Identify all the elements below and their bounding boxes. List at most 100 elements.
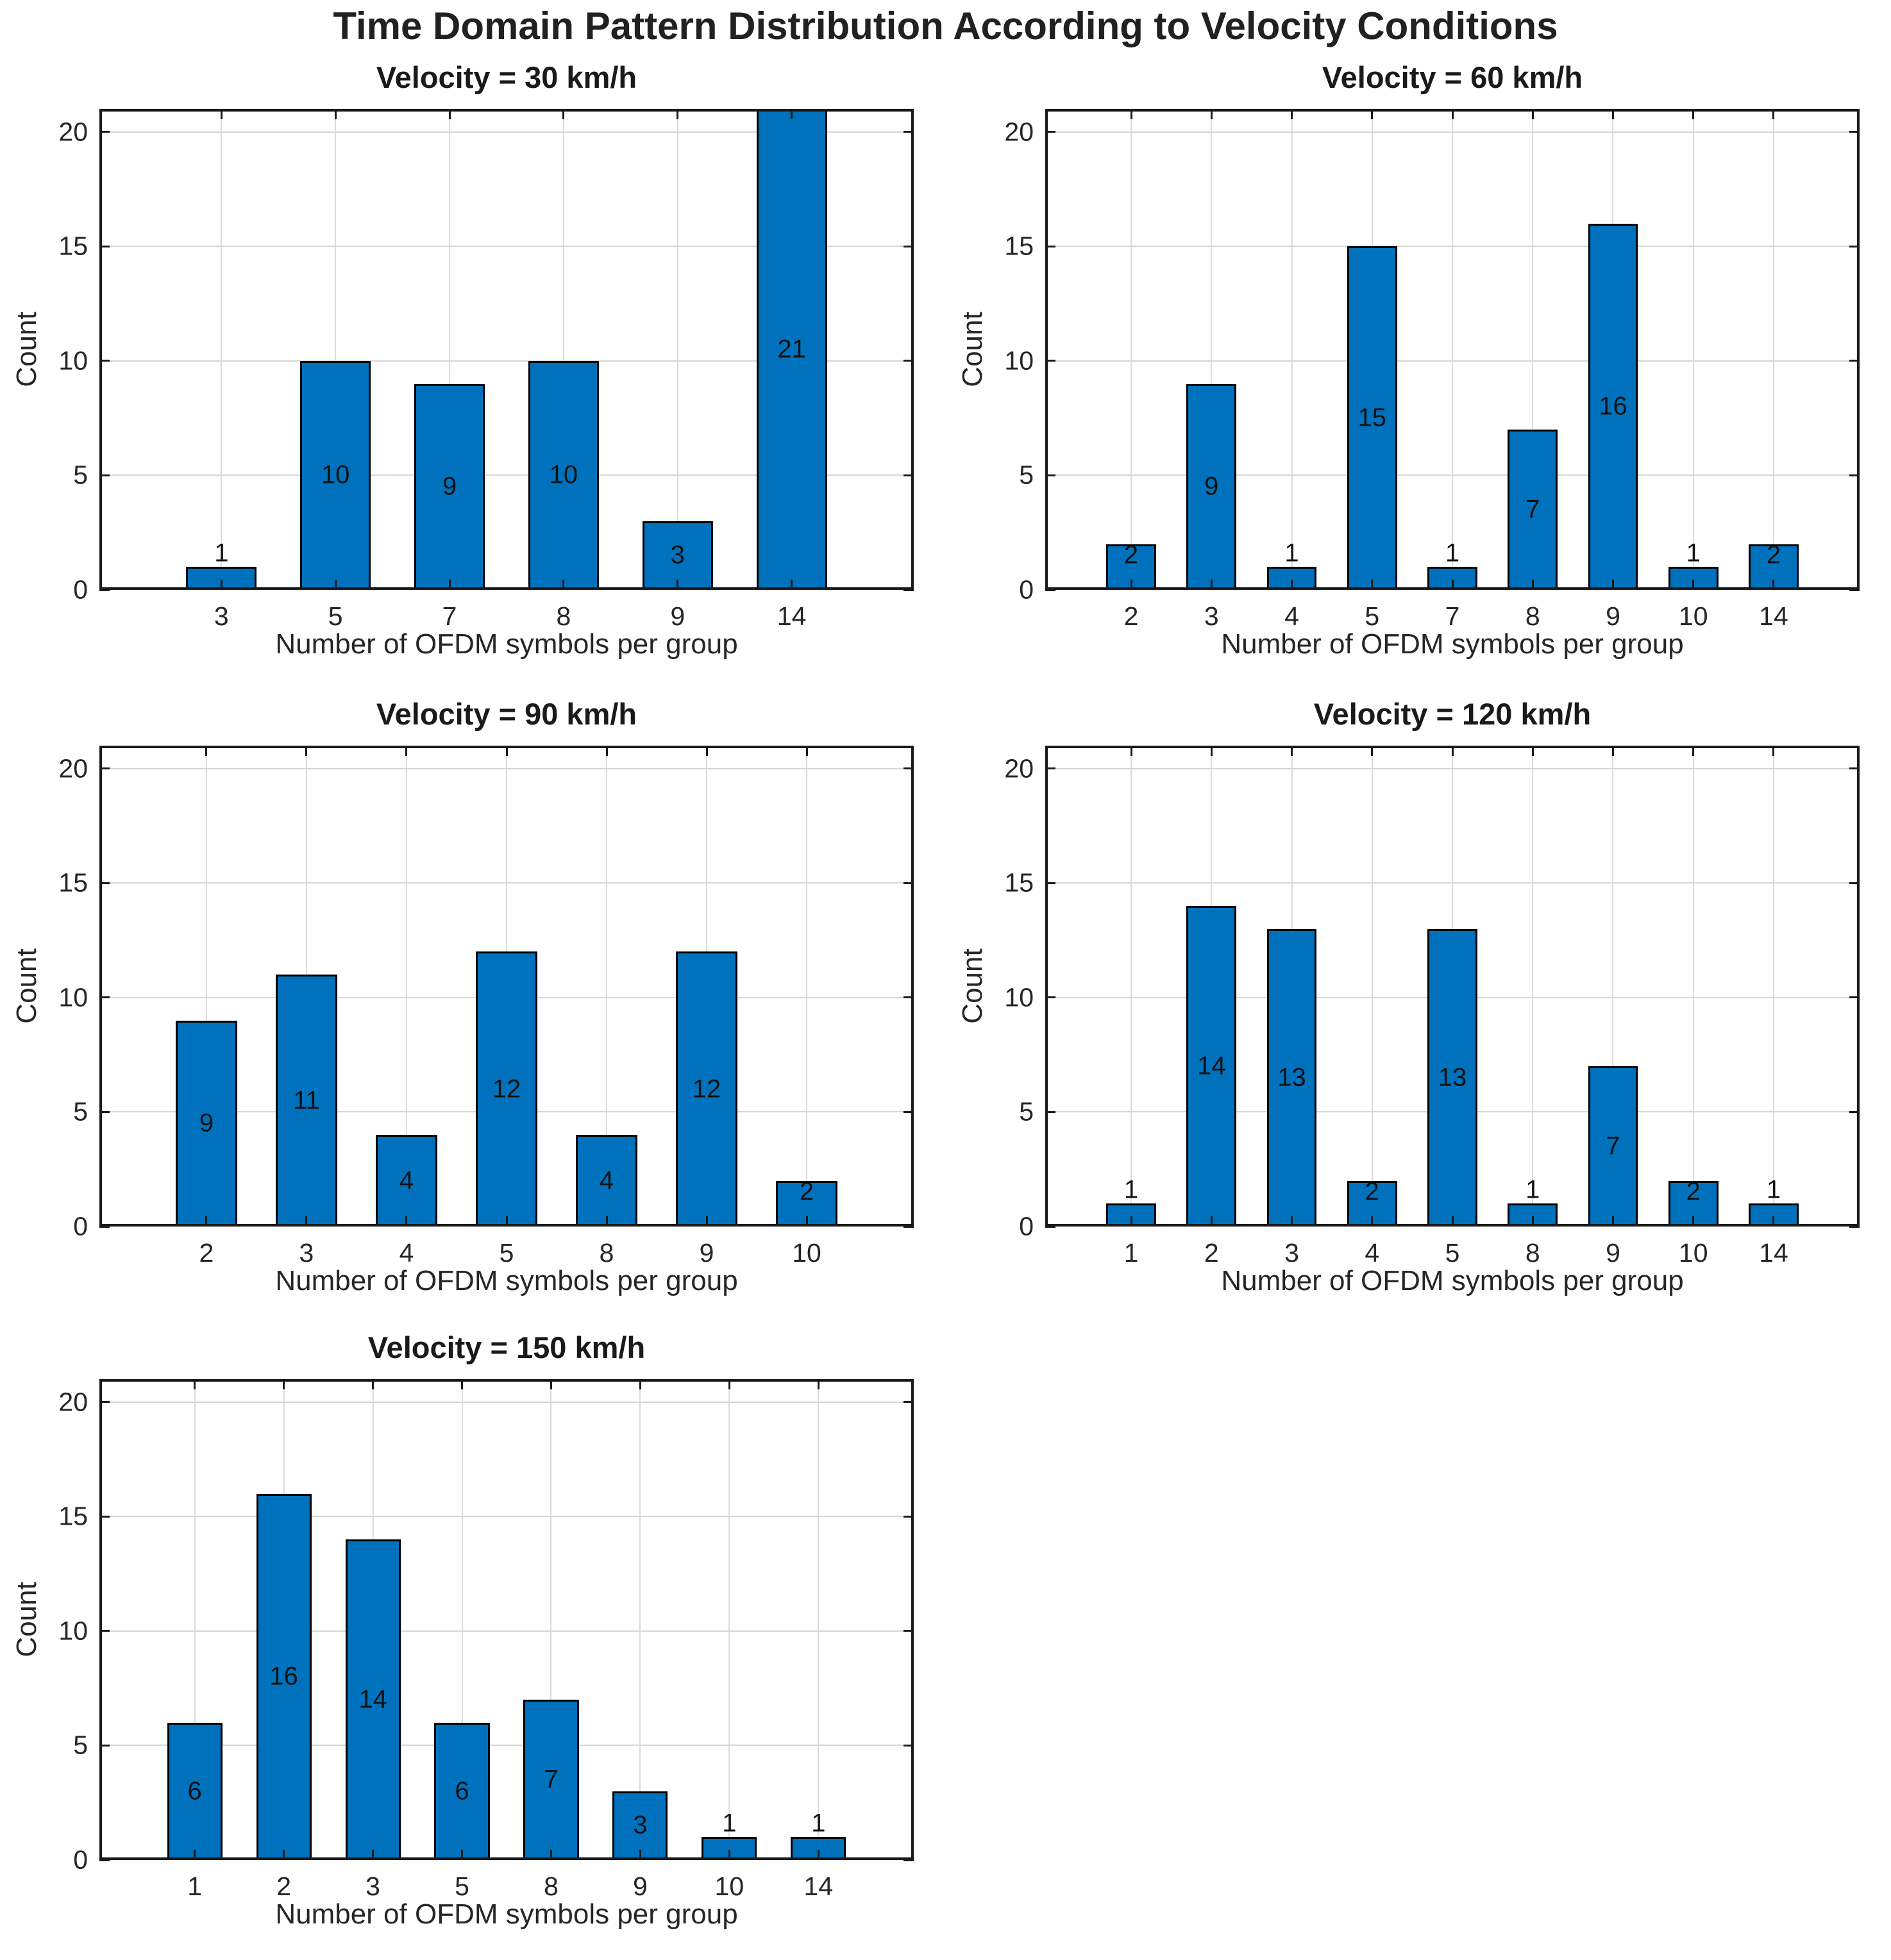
y-tick-right: [1849, 767, 1860, 770]
x-tick-top: [505, 746, 508, 756]
gridline-vertical: [1612, 746, 1614, 1227]
gridline-vertical: [1772, 746, 1774, 1227]
bar-value-label: 1: [811, 1809, 826, 1838]
y-tick-label: 10: [58, 1616, 88, 1646]
x-tick-label: 5: [328, 601, 343, 631]
y-tick-label: 15: [58, 867, 88, 898]
x-tick-label: 3: [299, 1238, 314, 1268]
x-tick-label: 8: [599, 1238, 614, 1268]
bar-value-label: 14: [1197, 1051, 1226, 1080]
x-tick-top: [1130, 746, 1132, 756]
y-tick-right: [903, 1744, 914, 1746]
bar: [1508, 430, 1558, 590]
bar-value-label: 6: [455, 1777, 469, 1805]
subplot-title: Velocity = 150 km/h: [367, 1330, 646, 1364]
bar-value-label: 11: [293, 1086, 320, 1115]
x-tick-label: 9: [633, 1872, 648, 1901]
x-tick-bottom: [1451, 580, 1454, 590]
x-tick-top: [550, 1379, 552, 1389]
gridline-vertical: [194, 1379, 196, 1860]
y-tick-right: [903, 767, 914, 770]
x-tick-label: 4: [1365, 1238, 1380, 1268]
bar-value-label: 1: [1445, 539, 1460, 567]
y-tick-label: 20: [58, 753, 88, 783]
bar-value-label: 12: [492, 1075, 521, 1103]
x-axis-label: Number of OFDM symbols per group: [275, 1898, 738, 1930]
y-tick-left: [1045, 767, 1055, 770]
bar-value-label: 2: [799, 1177, 814, 1206]
x-tick-label: 14: [1759, 1238, 1788, 1268]
x-tick-bottom: [1772, 1216, 1775, 1227]
y-tick-left: [99, 1110, 110, 1113]
bar: [1186, 906, 1237, 1227]
x-tick-label: 9: [670, 601, 685, 631]
y-tick-left: [1045, 131, 1055, 133]
y-tick-label: 15: [58, 231, 88, 261]
bar: [414, 383, 485, 590]
y-tick-left: [99, 1515, 110, 1518]
bar-value-label: 7: [1525, 495, 1540, 524]
y-tick-left: [99, 1744, 110, 1746]
x-tick-bottom: [1692, 1216, 1695, 1227]
x-tick-top: [677, 109, 679, 119]
x-tick-bottom: [194, 1850, 196, 1860]
x-tick-top: [791, 109, 793, 119]
bar: [612, 1791, 668, 1860]
x-tick-label: 8: [1525, 1238, 1540, 1268]
x-tick-top: [728, 1379, 730, 1389]
x-tick-label: 1: [1123, 1238, 1139, 1268]
y-tick-label: 5: [1019, 460, 1034, 490]
x-tick-bottom: [550, 1850, 552, 1860]
y-tick-left: [1045, 474, 1055, 476]
x-tick-label: 8: [1525, 601, 1540, 631]
x-tick-label: 10: [1678, 1238, 1708, 1268]
y-tick-label: 0: [1019, 1211, 1034, 1241]
x-tick-bottom: [1531, 580, 1534, 590]
x-tick-label: 7: [442, 601, 457, 631]
y-tick-right: [1849, 996, 1860, 999]
bar-value-label: 13: [1277, 1063, 1306, 1092]
y-tick-right: [903, 996, 914, 999]
gridline-vertical: [562, 109, 564, 590]
y-tick-label: 0: [73, 1845, 88, 1875]
gridline-vertical: [1291, 109, 1293, 590]
gridline-horizontal: [99, 767, 914, 769]
gridline-horizontal: [1045, 767, 1860, 769]
x-tick-bottom: [405, 1216, 408, 1227]
x-tick-label: 2: [1123, 601, 1139, 631]
y-tick-label: 20: [58, 117, 88, 147]
y-tick-left: [99, 767, 110, 770]
y-tick-left: [99, 1225, 110, 1228]
gridline-horizontal: [1045, 360, 1860, 362]
x-tick-label: 2: [1204, 1238, 1219, 1268]
bar: [375, 1135, 438, 1227]
subplot-velocity-120: Velocity = 120 km/h Count 1 14 13 2 13 1 7 2 1 N…: [946, 685, 1891, 1316]
x-tick-bottom: [372, 1850, 374, 1860]
subplot-title: Velocity = 120 km/h: [1313, 697, 1592, 731]
x-tick-label: 3: [1204, 601, 1219, 631]
gridline-horizontal: [1045, 131, 1860, 133]
y-tick-label: 5: [1019, 1096, 1034, 1127]
y-tick-right: [903, 1630, 914, 1632]
x-tick-label: 5: [499, 1238, 514, 1268]
plot-area: 6 16 14 6 7 3 1 1: [99, 1379, 914, 1861]
x-tick-top: [448, 109, 451, 119]
x-tick-bottom: [677, 580, 679, 590]
gridline-horizontal: [1045, 474, 1860, 476]
bar-value-label: 1: [1284, 539, 1299, 567]
x-tick-top: [1451, 109, 1454, 119]
y-tick-label: 20: [58, 1387, 88, 1417]
bar: [675, 951, 738, 1227]
y-tick-right: [1849, 589, 1860, 591]
gridline-vertical: [1452, 109, 1453, 590]
y-tick-label: 10: [1004, 982, 1034, 1012]
subplot-velocity-30: Velocity = 30 km/h Count 1 10 9 10 3 21 Numbe…: [0, 48, 945, 680]
x-tick-bottom: [1692, 580, 1695, 590]
x-tick-top: [1772, 746, 1775, 756]
bar-value-label: 15: [1357, 403, 1387, 432]
x-axis-label: Number of OFDM symbols per group: [1221, 628, 1684, 660]
x-tick-bottom: [605, 1216, 608, 1227]
bar-value-label: 10: [549, 460, 578, 489]
x-tick-bottom: [805, 1216, 808, 1227]
